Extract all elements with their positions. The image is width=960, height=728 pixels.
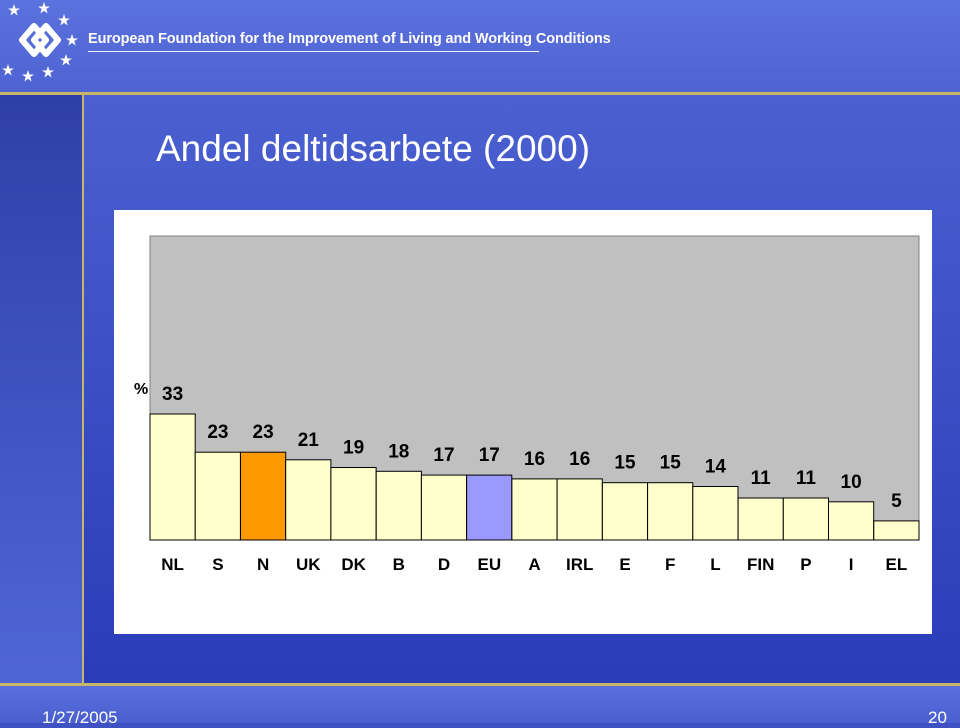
value-label-el: 5 [891,491,902,512]
category-label-i: I [849,555,854,574]
value-label-l: 14 [705,457,727,478]
value-label-i: 10 [841,472,862,493]
value-label-irl: 16 [569,449,590,470]
category-label-el: EL [886,555,908,574]
bar-f [647,482,694,541]
y-axis-label: % [134,381,148,398]
value-labels-group: 33 23 23 21 19 18 17 17 16 16 15 15 14 11 11 10 5 [162,384,902,512]
star-icon [22,70,34,82]
bar-uk [285,459,332,541]
category-label-irl: IRL [566,555,593,574]
bar-dk [330,467,377,541]
star-icon [2,64,14,76]
category-label-nl: NL [161,555,184,574]
page-number: 20 [928,708,947,727]
value-label-s: 23 [207,422,228,443]
star-icon [38,2,50,14]
category-label-fin: FIN [747,555,774,574]
side-divider [82,95,84,683]
footer-divider [0,683,960,686]
bar-el [873,520,920,541]
bar-l [692,486,739,541]
bar-d [420,474,468,541]
bar-s [194,451,241,541]
organization-underline [88,51,539,52]
value-label-fin: 11 [751,468,772,489]
header-bar [0,0,960,94]
bar-p [782,497,829,541]
category-label-eu: EU [477,555,501,574]
organization-name: European Foundation for the Improvement … [88,31,611,47]
footer-date: 1/27/2005 [42,708,118,727]
value-label-dk: 19 [343,438,364,459]
category-labels-group: NL S N UK DK B D EU A IRL E F L FIN P I EL [161,555,907,574]
category-label-s: S [212,555,223,574]
category-label-e: E [619,555,630,574]
category-label-d: D [438,555,450,574]
bar-b [375,470,422,541]
star-icon [58,14,70,26]
value-label-n: 23 [253,422,274,443]
value-label-uk: 21 [298,430,320,451]
side-panel [0,95,82,683]
category-label-dk: DK [341,555,366,574]
eurofound-logo-icon [2,2,78,82]
star-icon [8,4,20,16]
slide-title: Andel deltidsarbete (2000) [156,128,591,169]
category-label-l: L [710,555,720,574]
value-label-a: 16 [524,449,545,470]
header-divider [0,92,960,95]
value-label-f: 15 [660,453,682,474]
value-label-nl: 33 [162,384,183,405]
chart-container: % 33 23 23 21 19 18 17 17 16 16 15 15 14 11 11 10 5 NL S N… [114,210,932,634]
bar-i [828,501,875,541]
category-label-a: A [528,555,540,574]
bar-a [511,478,558,541]
category-label-p: P [800,555,811,574]
footer-bar [0,683,960,723]
category-label-f: F [665,555,675,574]
value-label-d: 17 [433,445,454,466]
star-icon [60,54,72,66]
value-label-e: 15 [614,453,636,474]
value-label-p: 11 [796,468,817,489]
bar-fin [737,497,784,541]
value-label-eu: 17 [479,445,500,466]
bar-nl [149,413,196,541]
bar-irl [556,478,603,541]
value-label-b: 18 [388,441,409,462]
category-label-b: B [393,555,405,574]
category-label-n: N [257,555,269,574]
bar-e [601,482,649,541]
bar-n [240,451,287,541]
star-icon [66,34,78,46]
category-label-uk: UK [296,555,321,574]
bar-eu [466,474,513,541]
bars-group [149,413,920,541]
star-icon [42,66,54,78]
